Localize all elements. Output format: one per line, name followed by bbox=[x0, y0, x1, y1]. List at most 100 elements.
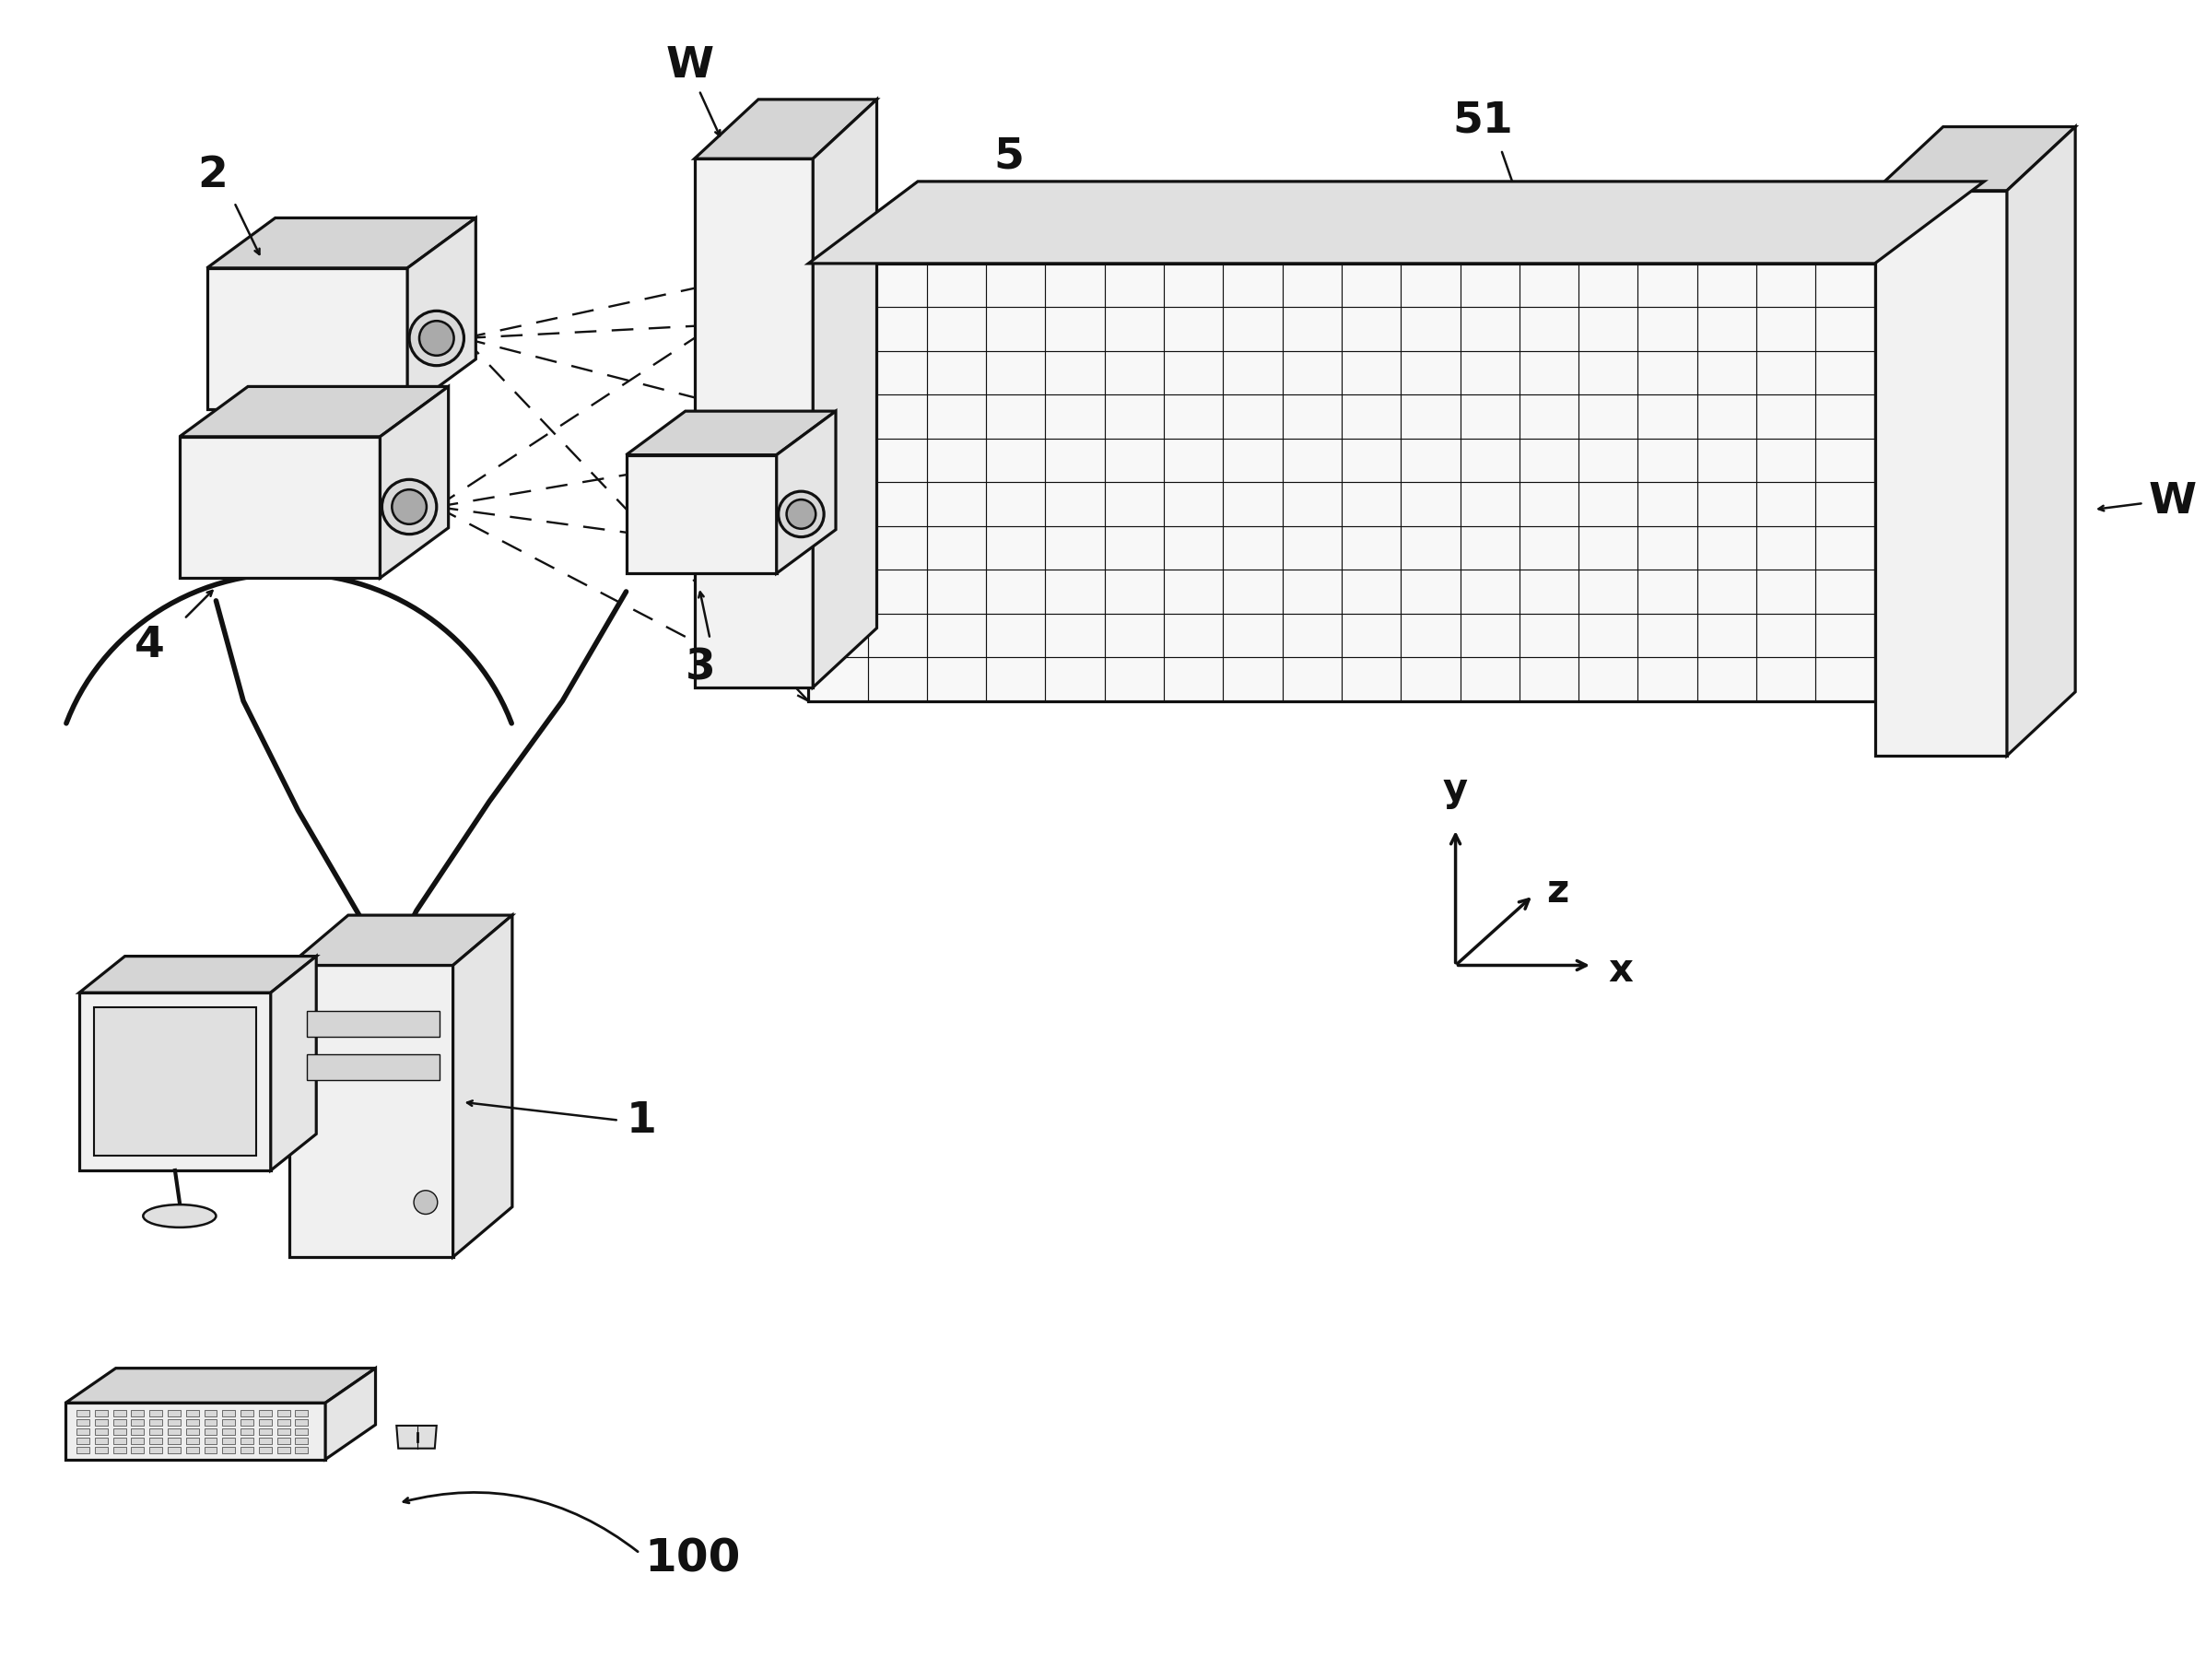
Polygon shape bbox=[223, 1446, 236, 1453]
Polygon shape bbox=[150, 1438, 163, 1445]
Polygon shape bbox=[132, 1428, 143, 1435]
Polygon shape bbox=[95, 1428, 108, 1435]
Polygon shape bbox=[77, 1446, 88, 1453]
Polygon shape bbox=[77, 1438, 88, 1445]
Circle shape bbox=[410, 311, 463, 366]
Polygon shape bbox=[79, 993, 271, 1171]
Polygon shape bbox=[95, 1008, 256, 1156]
Polygon shape bbox=[258, 1428, 271, 1435]
Polygon shape bbox=[207, 269, 408, 410]
Polygon shape bbox=[397, 1426, 437, 1448]
Polygon shape bbox=[296, 1438, 309, 1445]
Circle shape bbox=[779, 492, 823, 538]
Polygon shape bbox=[695, 101, 876, 160]
Polygon shape bbox=[205, 1428, 216, 1435]
Text: 3: 3 bbox=[686, 647, 717, 689]
Polygon shape bbox=[814, 101, 876, 687]
Polygon shape bbox=[1875, 128, 2076, 192]
Polygon shape bbox=[150, 1446, 163, 1453]
Polygon shape bbox=[278, 1420, 289, 1426]
Polygon shape bbox=[271, 956, 315, 1171]
Text: 100: 100 bbox=[644, 1536, 741, 1579]
Circle shape bbox=[393, 491, 426, 524]
Text: 51: 51 bbox=[1452, 99, 1513, 141]
Polygon shape bbox=[168, 1438, 181, 1445]
Polygon shape bbox=[695, 160, 814, 687]
Polygon shape bbox=[408, 218, 476, 410]
Polygon shape bbox=[79, 956, 315, 993]
Polygon shape bbox=[777, 412, 836, 575]
Polygon shape bbox=[77, 1410, 88, 1416]
Polygon shape bbox=[113, 1446, 126, 1453]
Polygon shape bbox=[185, 1438, 199, 1445]
Polygon shape bbox=[168, 1428, 181, 1435]
Polygon shape bbox=[66, 1403, 326, 1460]
Polygon shape bbox=[627, 455, 777, 575]
Polygon shape bbox=[95, 1446, 108, 1453]
Polygon shape bbox=[278, 1428, 289, 1435]
Text: y: y bbox=[1443, 771, 1467, 810]
Polygon shape bbox=[296, 1420, 309, 1426]
Polygon shape bbox=[132, 1438, 143, 1445]
Polygon shape bbox=[296, 1410, 309, 1416]
Polygon shape bbox=[77, 1428, 88, 1435]
Polygon shape bbox=[95, 1420, 108, 1426]
Polygon shape bbox=[150, 1428, 163, 1435]
Polygon shape bbox=[168, 1410, 181, 1416]
Polygon shape bbox=[205, 1438, 216, 1445]
Polygon shape bbox=[278, 1410, 289, 1416]
Text: W: W bbox=[666, 45, 715, 87]
Polygon shape bbox=[258, 1410, 271, 1416]
Polygon shape bbox=[326, 1369, 375, 1460]
Circle shape bbox=[415, 1191, 437, 1215]
Polygon shape bbox=[240, 1420, 254, 1426]
Polygon shape bbox=[205, 1446, 216, 1453]
Polygon shape bbox=[132, 1420, 143, 1426]
Polygon shape bbox=[185, 1428, 199, 1435]
Polygon shape bbox=[132, 1410, 143, 1416]
Polygon shape bbox=[132, 1446, 143, 1453]
Polygon shape bbox=[289, 916, 512, 966]
Polygon shape bbox=[185, 1410, 199, 1416]
Polygon shape bbox=[240, 1438, 254, 1445]
Polygon shape bbox=[185, 1446, 199, 1453]
Polygon shape bbox=[452, 916, 512, 1257]
Text: 1: 1 bbox=[627, 1100, 657, 1141]
Polygon shape bbox=[113, 1428, 126, 1435]
Polygon shape bbox=[627, 412, 836, 455]
Polygon shape bbox=[296, 1428, 309, 1435]
Text: W: W bbox=[2149, 480, 2197, 522]
Polygon shape bbox=[179, 386, 448, 437]
Polygon shape bbox=[807, 264, 1875, 702]
Polygon shape bbox=[307, 1011, 439, 1037]
Polygon shape bbox=[205, 1420, 216, 1426]
Polygon shape bbox=[95, 1410, 108, 1416]
Text: 2: 2 bbox=[199, 155, 227, 197]
Polygon shape bbox=[278, 1438, 289, 1445]
Polygon shape bbox=[240, 1428, 254, 1435]
Polygon shape bbox=[113, 1438, 126, 1445]
Ellipse shape bbox=[143, 1205, 216, 1228]
Polygon shape bbox=[223, 1428, 236, 1435]
Polygon shape bbox=[223, 1410, 236, 1416]
Polygon shape bbox=[1875, 192, 2007, 756]
Polygon shape bbox=[205, 1410, 216, 1416]
Polygon shape bbox=[307, 1055, 439, 1080]
Polygon shape bbox=[379, 386, 448, 578]
Polygon shape bbox=[95, 1438, 108, 1445]
Polygon shape bbox=[289, 966, 452, 1257]
Polygon shape bbox=[185, 1420, 199, 1426]
Text: 5: 5 bbox=[993, 136, 1024, 178]
Polygon shape bbox=[113, 1410, 126, 1416]
Polygon shape bbox=[278, 1446, 289, 1453]
Polygon shape bbox=[77, 1420, 88, 1426]
Polygon shape bbox=[223, 1420, 236, 1426]
Polygon shape bbox=[179, 437, 379, 578]
Polygon shape bbox=[223, 1438, 236, 1445]
Polygon shape bbox=[168, 1420, 181, 1426]
Text: z: z bbox=[1546, 872, 1568, 911]
Polygon shape bbox=[807, 181, 1983, 264]
Text: x: x bbox=[1608, 951, 1632, 990]
Polygon shape bbox=[240, 1410, 254, 1416]
Polygon shape bbox=[258, 1438, 271, 1445]
